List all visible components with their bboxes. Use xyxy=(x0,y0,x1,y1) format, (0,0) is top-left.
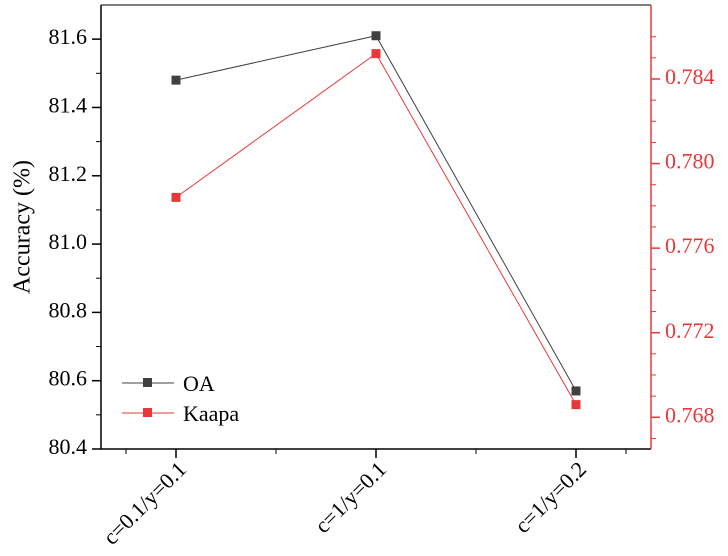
y2-tick-label: 0.780 xyxy=(665,149,715,174)
y-tick-label: 81.0 xyxy=(49,229,88,254)
y-axis-title: Accuracy (%) xyxy=(10,160,36,294)
y-tick-label: 81.6 xyxy=(49,24,88,49)
y-tick-label: 81.2 xyxy=(49,161,88,186)
x-axis-ticks: c=0.1/y=0.1 c=1/y=0.1 c=1/y=0.2 xyxy=(98,449,627,550)
legend: OA Kaapa xyxy=(122,371,239,426)
x-tick-label: c=1/y=0.1 xyxy=(310,456,391,537)
data-point-kaapa xyxy=(571,400,581,410)
series-layer xyxy=(171,31,581,410)
y-tick-label: 80.4 xyxy=(49,434,88,459)
y-tick-label: 81.4 xyxy=(49,93,88,118)
right-axis-ticks: 0.768 0.772 0.776 0.780 0.784 xyxy=(651,36,715,439)
legend-marker-kaapa xyxy=(143,408,152,417)
y2-tick-label: 0.772 xyxy=(665,318,715,343)
y-tick-label: 80.6 xyxy=(49,366,88,391)
y-tick-label: 80.8 xyxy=(49,297,88,322)
legend-marker-oa xyxy=(143,378,152,387)
data-point-kaapa xyxy=(371,49,381,59)
series-line-kaapa xyxy=(175,52,577,405)
legend-label-kaapa: Kaapa xyxy=(183,401,239,426)
y2-tick-label: 0.768 xyxy=(665,402,715,427)
data-point-kaapa xyxy=(171,192,181,202)
data-point-oa xyxy=(571,386,581,396)
data-point-oa xyxy=(371,31,381,41)
x-tick-label: c=0.1/y=0.1 xyxy=(98,456,191,549)
series-line-oa xyxy=(175,35,577,392)
y2-tick-label: 0.784 xyxy=(665,64,715,89)
left-axis-ticks: 80.4 80.6 80.8 81.0 81.2 81.4 81.6 xyxy=(49,24,101,459)
y2-tick-label: 0.776 xyxy=(665,233,715,258)
data-point-oa xyxy=(171,75,181,85)
x-tick-label: c=1/y=0.2 xyxy=(510,456,591,537)
legend-label-oa: OA xyxy=(183,371,215,396)
